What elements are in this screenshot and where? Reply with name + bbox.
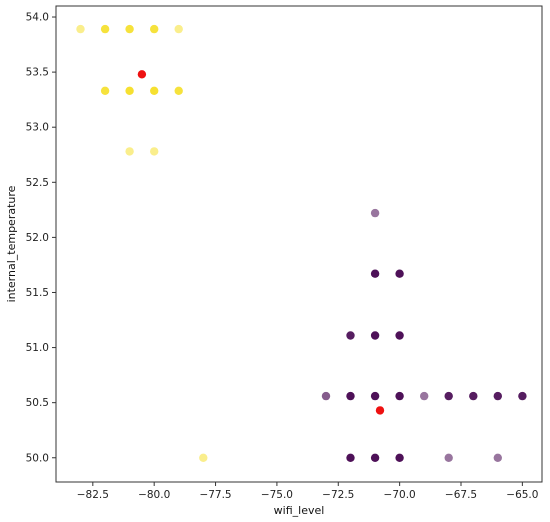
x-tick-label: −82.5: [77, 489, 109, 501]
scatter-point-s0-7: [150, 86, 159, 96]
scatter-point-s1-8: [370, 391, 380, 401]
scatter-point-s1-15: [346, 453, 355, 462]
scatter-point-s1-17: [395, 453, 404, 462]
scatter-point-s1-18: [444, 453, 453, 462]
y-tick-label: 54.0: [26, 12, 49, 24]
x-tick-label: −65.0: [506, 489, 538, 501]
scatter-point-s0-0: [76, 24, 85, 34]
scatter-point-s1-13: [493, 391, 502, 401]
scatter-point-s0-11: [199, 453, 208, 462]
scatter-point-s1-19: [493, 453, 502, 462]
y-tick-label: 52.5: [26, 177, 49, 189]
scatter-point-s1-4: [370, 331, 380, 340]
x-tick-label: −80.0: [138, 489, 170, 501]
x-tick-label: −75.0: [261, 489, 293, 501]
scatter-point-s1-12: [469, 391, 478, 401]
x-axis-ticks: −82.5 −80.0 −77.5 −75.0 −72.5 −70.0 −67.5 −65.0: [77, 482, 538, 501]
y-tick-label: 51.0: [26, 342, 49, 354]
x-tick-label: −72.5: [322, 489, 354, 501]
scatter-point-s0-6: [125, 86, 134, 96]
y-tick-label: 50.5: [26, 397, 49, 409]
scatter-point-s0-1: [100, 24, 110, 34]
x-tick-label: −67.5: [445, 489, 477, 501]
scatter-point-s0-9: [125, 147, 134, 156]
scatter-point-s0-5: [100, 86, 110, 96]
y-tick-label: 51.5: [26, 287, 49, 299]
axes-frame: [55, 5, 543, 483]
scatter-point-s0-10: [150, 147, 159, 156]
y-axis-label: internal_temperature: [5, 185, 18, 302]
scatter-point-s1-11: [444, 391, 453, 401]
y-tick-label: 53.0: [26, 122, 49, 134]
scatter-point-s2-1: [375, 406, 385, 415]
scatter-point-s1-5: [395, 331, 404, 340]
scatter-point-s1-2: [395, 269, 404, 278]
scatter-point-s1-7: [346, 391, 355, 401]
scatter-point-s1-14: [518, 391, 527, 401]
y-tick-label: 50.0: [26, 452, 49, 464]
y-tick-label: 53.5: [26, 67, 49, 79]
y-tick-label: 52.0: [26, 232, 49, 244]
scatter-point-s0-8: [174, 86, 183, 96]
scatter-point-s0-3: [150, 24, 159, 34]
scatter-point-s1-0: [370, 208, 380, 218]
scatter-point-s1-10: [420, 391, 429, 401]
scatter-point-s0-4: [174, 24, 183, 34]
scatter-point-s1-6: [321, 391, 331, 401]
y-axis-ticks: 50.0 50.5 51.0 51.5 52.0 52.5 53.0 53.5 54.0: [26, 12, 56, 464]
x-tick-label: −77.5: [199, 489, 231, 501]
scatter-point-s1-3: [346, 331, 355, 340]
plot-area: [56, 6, 542, 482]
x-axis-label: wifi_level: [274, 504, 325, 517]
scatter-point-s1-9: [395, 391, 404, 401]
points-layer: [76, 24, 527, 462]
scatter-point-s0-2: [125, 24, 134, 34]
scatter-point-s2-0: [137, 70, 147, 79]
x-tick-label: −70.0: [384, 489, 416, 501]
scatter-point-s1-1: [370, 269, 380, 278]
scatter-point-s1-16: [370, 453, 380, 462]
